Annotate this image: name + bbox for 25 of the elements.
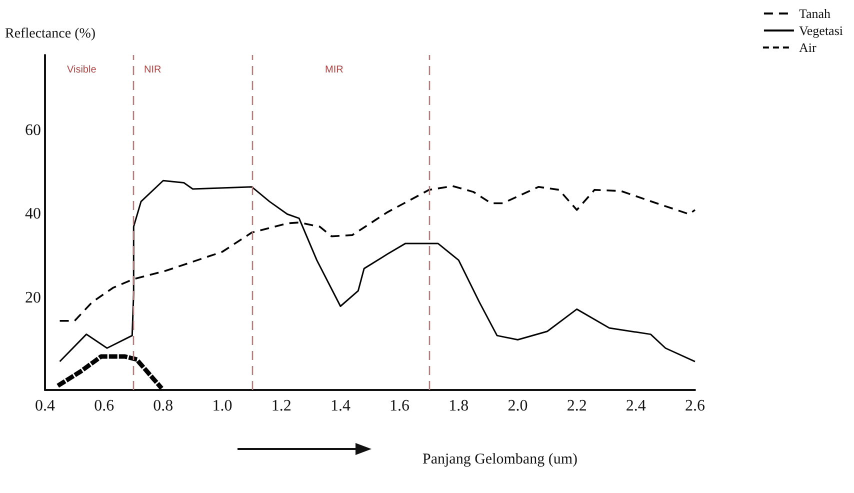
x-tick-label: 0.8 (153, 398, 174, 414)
y-axis-title: Reflectance (%) (5, 26, 96, 42)
y-tick-label: 20 (25, 289, 41, 306)
annotation: Visible (67, 64, 97, 76)
x-tick-label: 1.6 (390, 398, 410, 414)
annotation: MIR (325, 64, 344, 76)
x-tick-label: 1.0 (212, 398, 232, 414)
x-axis-title: Panjang Gelombang (um) (422, 452, 578, 468)
legend-label: Vegetasi (798, 23, 844, 38)
x-tick-label: 1.8 (448, 398, 469, 414)
y-tick-label: 60 (25, 122, 41, 139)
y-tick-label: 40 (25, 206, 41, 223)
legend-label: Air (798, 40, 817, 55)
line-series (59, 180, 696, 362)
x-tick-label: 2.6 (685, 398, 705, 414)
x-tick-label: 2.2 (566, 398, 587, 414)
x-tick-label: 1.2 (271, 398, 292, 414)
legend-label: Tanah (798, 6, 832, 21)
line-series (58, 354, 162, 389)
x-tick-label: 1.4 (330, 398, 350, 414)
x-tick-label: 2.0 (508, 398, 528, 414)
x-tick-label: 2.4 (626, 398, 646, 414)
annotation: NIR (144, 64, 162, 76)
x-tick-label: 0.4 (35, 398, 55, 414)
x-tick-label: 0.6 (94, 398, 114, 414)
